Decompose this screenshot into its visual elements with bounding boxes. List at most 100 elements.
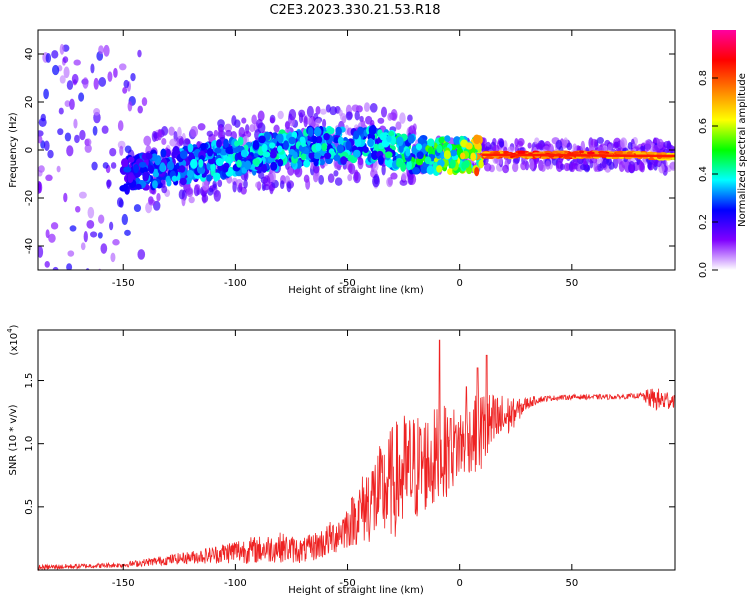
spectrogram-cell [118, 63, 127, 71]
spectrogram-cell [334, 177, 343, 186]
spectrogram-cell [86, 220, 95, 229]
spectrogram-cell [91, 161, 98, 171]
spectrogram-cell [59, 75, 66, 84]
spectrogram-cell [107, 71, 113, 82]
spectrogram-cell [406, 160, 412, 171]
spectrogram-cell [498, 138, 505, 148]
spectrogram-cell [416, 151, 424, 160]
spectrogram-cell [43, 140, 50, 151]
spectrogram-cell [314, 127, 322, 137]
spectrogram-cell [124, 229, 131, 236]
colorbar-gradient [712, 30, 736, 270]
spectrogram-cell [306, 105, 314, 118]
snr-multiplier-close: ) [9, 324, 20, 328]
spectrogram-cell [63, 66, 70, 79]
x-tick-label: 50 [565, 578, 578, 589]
spectrogram-cell [424, 156, 432, 165]
spectrogram-cell [323, 133, 330, 141]
spectrogram-cell [670, 161, 675, 172]
spectrogram-cell [357, 126, 364, 135]
spectrogram-cell [50, 222, 59, 230]
spectrogram-cell [161, 137, 167, 145]
colorbar-tick-label: 0.4 [698, 166, 709, 182]
spectrogram-cell [241, 117, 247, 124]
spectrogram-cell [137, 105, 143, 114]
snr-border [37, 329, 676, 571]
x-tick-label: 0 [456, 578, 462, 589]
spectrogram-cell [354, 169, 359, 182]
spectrogram-cell [74, 134, 80, 144]
spectrogram-cell [417, 137, 424, 145]
spectrogram-cell [380, 106, 388, 118]
spectrogram-cell [122, 293, 130, 302]
spectrogram-cell [436, 165, 443, 173]
spectrogram-cell [127, 156, 135, 163]
x-tick-label: -100 [224, 278, 247, 289]
spectrogram-cell [449, 158, 456, 169]
spectrogram-cell [178, 189, 185, 200]
spectrogram-cell [386, 177, 393, 188]
spectrogram-cell [303, 159, 311, 168]
snr-y-multiplier: (x104) [6, 324, 20, 355]
spectrogram-cell [190, 125, 199, 138]
spectrogram-cell [62, 281, 69, 287]
spectrogram-cell [352, 149, 361, 158]
spectrogram-cell [325, 104, 331, 113]
spectrogram-cell [386, 135, 392, 143]
snr-marks [37, 339, 676, 572]
spectrogram-cell [323, 152, 332, 160]
spectrogram-cell [336, 144, 344, 154]
spectrogram-cell [133, 163, 139, 174]
spectrogram-cell [38, 117, 47, 127]
spectrogram-cell [38, 245, 44, 258]
spectrogram-cell [123, 79, 130, 89]
spectrogram-cell [159, 162, 166, 172]
spectrogram-cell [207, 147, 214, 157]
spectrogram-cell [90, 63, 95, 74]
spectrogram-cell [298, 112, 304, 124]
spectrogram-cell [520, 161, 527, 171]
spectrogram-cell [198, 158, 204, 168]
spectrogram-cell [73, 118, 78, 129]
spectrogram-cell [223, 138, 229, 149]
spectrogram-cell [318, 159, 326, 166]
spectrogram-cell [561, 139, 568, 149]
spectrogram-cell [117, 120, 124, 132]
spectrogram-cell [137, 249, 146, 260]
spectrogram-cell [179, 177, 187, 186]
colorbar: 0.0 0.2 0.4 0.6 0.8 Normalized spectral ampl… [698, 30, 748, 278]
spectrogram-cell [225, 129, 233, 137]
spectrogram-cell [615, 151, 624, 155]
spectrogram-cell [563, 162, 571, 172]
spectrogram-cell [443, 150, 451, 160]
spectrogram-cell [119, 145, 124, 156]
spectrogram-cell [308, 152, 315, 159]
spectrogram-cell [142, 172, 149, 182]
spectrogram-cell [93, 107, 101, 116]
spectrogram-cell [51, 64, 60, 76]
spectrogram-cell [73, 295, 78, 304]
spectrogram-cell [45, 174, 53, 182]
spectrogram-cell [626, 151, 633, 155]
x-tick-label: -150 [112, 578, 135, 589]
spectrogram-cell [106, 179, 111, 190]
spectrogram-cell [52, 266, 59, 270]
spectrogram-cell [552, 150, 559, 154]
spectrogram-cell [312, 135, 318, 144]
spectrogram-cell [138, 161, 147, 168]
spectrogram-cell [453, 136, 461, 145]
spectrogram-cell [269, 117, 275, 124]
spectrogram-cell [82, 77, 89, 89]
spectrogram-cell [517, 138, 525, 146]
spectrogram-cell [372, 175, 380, 188]
spectrogram-cell [517, 150, 526, 154]
spectrogram-cell [449, 149, 458, 157]
spectrogram-cell [257, 110, 265, 122]
spectrogram-cell [212, 180, 217, 189]
x-tick-label: 0 [456, 278, 462, 289]
spectrogram-cell [566, 142, 573, 151]
spectrogram-cell [91, 273, 97, 284]
spectrogram-cell [579, 150, 585, 154]
spectrogram-cell [288, 136, 296, 145]
spectrogram-cell [545, 160, 551, 170]
